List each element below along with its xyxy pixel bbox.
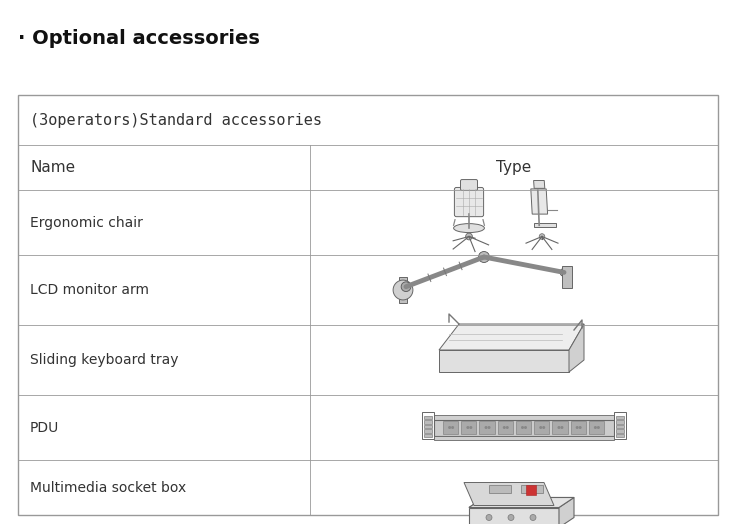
- Bar: [424, 425, 432, 428]
- Circle shape: [466, 233, 472, 240]
- Bar: [461, 421, 476, 434]
- FancyBboxPatch shape: [454, 188, 484, 216]
- Circle shape: [401, 282, 411, 291]
- Circle shape: [508, 515, 514, 520]
- Circle shape: [539, 426, 542, 429]
- Circle shape: [524, 426, 527, 429]
- Bar: [424, 430, 432, 433]
- Text: LCD monitor arm: LCD monitor arm: [30, 283, 149, 297]
- Bar: [399, 277, 407, 303]
- Polygon shape: [533, 180, 544, 188]
- Text: Ergonomic chair: Ergonomic chair: [30, 215, 142, 230]
- Circle shape: [488, 426, 490, 429]
- Circle shape: [557, 426, 560, 429]
- Circle shape: [594, 426, 597, 429]
- Circle shape: [560, 426, 563, 429]
- Circle shape: [466, 426, 470, 429]
- Polygon shape: [569, 324, 584, 372]
- Bar: [526, 485, 536, 495]
- Polygon shape: [439, 350, 569, 372]
- Bar: [498, 421, 513, 434]
- Bar: [422, 411, 434, 439]
- Circle shape: [506, 426, 509, 429]
- Text: PDU: PDU: [30, 420, 59, 434]
- Bar: [424, 416, 432, 419]
- Bar: [424, 420, 432, 424]
- Polygon shape: [559, 497, 574, 524]
- Circle shape: [542, 426, 545, 429]
- Bar: [516, 421, 531, 434]
- Polygon shape: [469, 508, 559, 524]
- Circle shape: [486, 515, 492, 520]
- Bar: [18, 95, 718, 515]
- Bar: [571, 421, 586, 434]
- Polygon shape: [469, 497, 574, 508]
- Circle shape: [579, 426, 582, 429]
- Polygon shape: [464, 483, 554, 506]
- Bar: [479, 421, 495, 434]
- Polygon shape: [439, 324, 584, 350]
- Circle shape: [560, 268, 568, 276]
- Text: · Optional accessories: · Optional accessories: [18, 28, 260, 48]
- Circle shape: [478, 252, 490, 263]
- Bar: [562, 266, 572, 288]
- Circle shape: [484, 426, 488, 429]
- Bar: [424, 434, 432, 437]
- Ellipse shape: [454, 224, 484, 233]
- Circle shape: [539, 234, 544, 239]
- Bar: [616, 430, 624, 433]
- Text: Type: Type: [496, 160, 532, 175]
- Bar: [616, 434, 624, 437]
- Bar: [614, 411, 626, 439]
- Polygon shape: [469, 497, 574, 508]
- Bar: [616, 425, 624, 428]
- Bar: [521, 485, 543, 493]
- Bar: [489, 485, 511, 493]
- Text: Sliding keyboard tray: Sliding keyboard tray: [30, 353, 178, 367]
- Circle shape: [470, 426, 472, 429]
- Circle shape: [597, 426, 600, 429]
- Circle shape: [451, 426, 454, 429]
- Bar: [443, 421, 458, 434]
- Circle shape: [530, 515, 536, 520]
- Bar: [589, 421, 604, 434]
- Bar: [434, 435, 614, 440]
- Circle shape: [521, 426, 524, 429]
- Circle shape: [503, 426, 506, 429]
- Polygon shape: [533, 223, 556, 227]
- FancyBboxPatch shape: [460, 180, 478, 190]
- Bar: [552, 421, 568, 434]
- Circle shape: [576, 426, 579, 429]
- Circle shape: [393, 280, 413, 300]
- Circle shape: [448, 426, 451, 429]
- Text: Name: Name: [30, 160, 75, 175]
- Polygon shape: [531, 189, 548, 214]
- Bar: [534, 421, 549, 434]
- Text: (3operators)Standard accessories: (3operators)Standard accessories: [30, 113, 322, 127]
- Bar: [616, 420, 624, 424]
- Bar: [434, 414, 614, 420]
- Bar: [616, 416, 624, 419]
- Text: Multimedia socket box: Multimedia socket box: [30, 481, 186, 495]
- Bar: [434, 420, 614, 435]
